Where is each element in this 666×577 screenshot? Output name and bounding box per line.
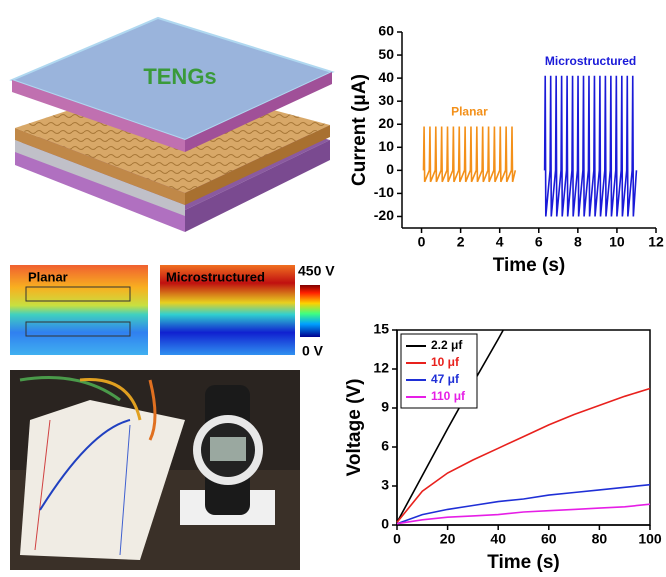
x-tick-label: 2 [457,234,465,250]
x-tick-label: 40 [490,531,506,547]
legend-label: 110 μf [431,389,466,403]
illustration-label: TENGs [143,64,216,89]
series-line [397,504,650,524]
y-tick-label: 30 [378,92,394,108]
y-tick-label: 60 [378,23,394,39]
y-tick-label: -20 [374,207,394,223]
y-tick-label: 0 [386,161,394,177]
y-tick-label: 15 [373,321,389,337]
y-tick-label: -10 [374,184,394,200]
colorbar-min: 0 V [302,343,324,359]
y-tick-label: 20 [378,115,394,131]
x-tick-label: 100 [638,531,662,547]
teng-illustration: TENGs [12,18,332,232]
series-label: Planar [451,105,488,119]
photo [10,370,300,570]
y-tick-label: 3 [381,477,389,493]
y-tick-label: 40 [378,69,394,85]
x-tick-label: 4 [496,234,504,250]
legend-label: 10 μf [431,355,460,369]
legend-label: 2.2 μf [431,338,463,352]
x-tick-label: 0 [393,531,401,547]
x-tick-label: 8 [574,234,582,250]
y-axis-label: Voltage (V) [344,379,365,477]
x-tick-label: 6 [535,234,543,250]
field-map: Planar Microstructured 450 V 0 V [10,263,335,359]
y-tick-label: 10 [378,138,394,154]
x-tick-label: 60 [541,531,557,547]
x-tick-label: 0 [418,234,426,250]
series-line [545,76,637,217]
legend-label: 47 μf [431,372,460,386]
figure: TENGs Planar Microstructured 450 V 0 V -… [0,0,666,577]
y-tick-label: 6 [381,438,389,454]
x-tick-label: 12 [648,234,664,250]
y-axis-label: Current (μA) [349,74,370,186]
panel-label: Microstructured [166,269,265,284]
x-axis-label: Time (s) [487,552,560,573]
colorbar [300,285,320,337]
y-tick-label: 50 [378,46,394,62]
y-tick-label: 9 [381,399,389,415]
series-label: Microstructured [545,54,636,68]
x-tick-label: 20 [440,531,456,547]
y-tick-label: 0 [381,516,389,532]
x-tick-label: 80 [592,531,608,547]
series-line [423,127,515,182]
series-line [397,389,650,523]
colorbar-max: 450 V [298,263,335,279]
y-tick-label: 12 [373,360,389,376]
x-axis-label: Time (s) [493,255,566,276]
x-tick-label: 10 [609,234,625,250]
panel-label: Planar [28,269,68,284]
